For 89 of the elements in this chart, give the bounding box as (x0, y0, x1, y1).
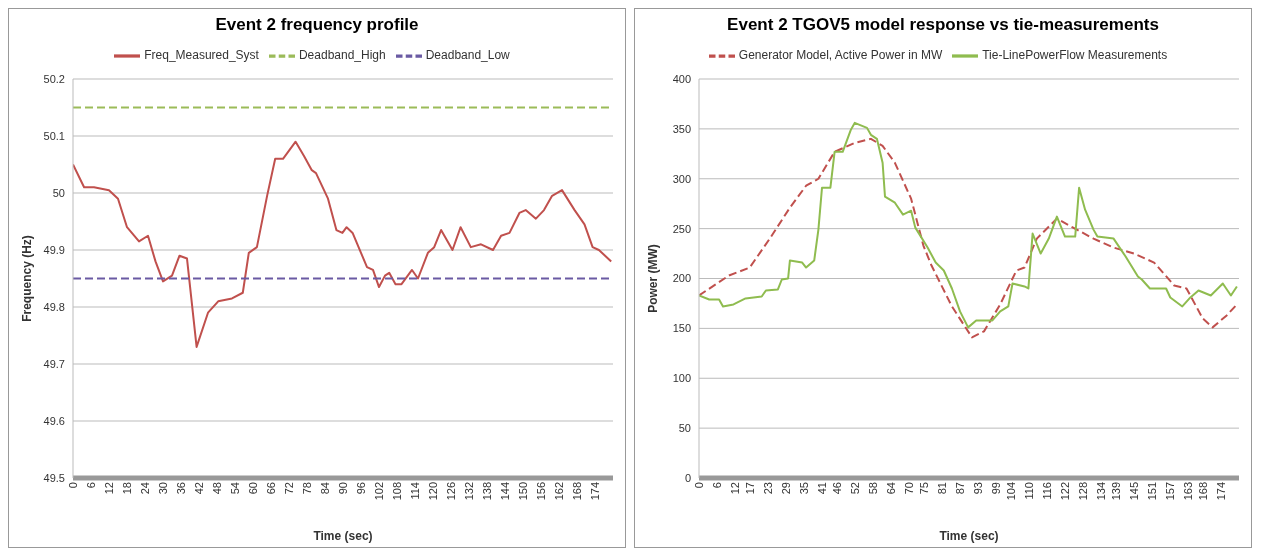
y-tick-label: 49.7 (43, 357, 65, 370)
x-tick-label: 58 (866, 482, 879, 495)
y-tick-label: 150 (672, 322, 691, 335)
y-tick-label: 350 (672, 122, 691, 135)
x-tick-label: 93 (971, 482, 984, 495)
legend-label: Deadband_Low (425, 48, 510, 63)
x-axis-title: Time (sec) (313, 529, 373, 543)
y-axis-title: Power (MW) (646, 244, 661, 313)
x-tick-label: 96 (354, 482, 367, 495)
x-tick-label: 162 (552, 482, 565, 501)
x-tick-label: 174 (1214, 482, 1227, 501)
legend-label: Generator Model, Active Power in MW (738, 48, 943, 63)
x-tick-label: 99 (989, 482, 1002, 495)
x-tick-label: 102 (372, 482, 385, 501)
x-tick-label: 72 (282, 482, 295, 495)
x-tick-label: 163 (1181, 482, 1194, 501)
x-tick-label: 168 (570, 482, 583, 501)
x-tick-label: 70 (902, 482, 915, 495)
x-tick-label: 134 (1094, 482, 1107, 501)
y-tick-label: 50 (52, 186, 65, 199)
legend-label: Freq_Measured_Syst (144, 48, 259, 63)
y-tick-label: 250 (672, 222, 691, 235)
x-tick-label: 12 (728, 482, 741, 495)
x-tick-label: 144 (498, 482, 511, 501)
y-tick-label: 49.8 (43, 300, 65, 313)
x-tick-label: 0 (66, 482, 79, 489)
x-tick-label: 128 (1076, 482, 1089, 501)
x-axis-title: Time (sec) (939, 529, 999, 543)
x-tick-label: 174 (588, 482, 601, 501)
x-tick-label: 52 (848, 482, 861, 495)
chart-title: Event 2 frequency profile (214, 15, 420, 36)
legend-label: Tie-LinePowerFlow Measurements (982, 48, 1168, 63)
x-tick-label: 0 (692, 482, 705, 489)
x-tick-label: 150 (516, 482, 529, 501)
x-tick-label: 12 (102, 482, 115, 495)
x-tick-label: 145 (1127, 482, 1140, 501)
x-tick-label: 41 (815, 482, 828, 495)
x-tick-label: 126 (444, 482, 457, 501)
x-tick-label: 18 (120, 482, 133, 495)
x-tick-label: 64 (884, 482, 897, 495)
x-tick-label: 29 (779, 482, 792, 495)
x-tick-label: 87 (953, 482, 966, 495)
y-tick-label: 300 (672, 172, 691, 185)
x-tick-label: 36 (174, 482, 187, 495)
y-tick-label: 200 (672, 272, 691, 285)
x-tick-label: 48 (210, 482, 223, 495)
x-tick-label: 120 (426, 482, 439, 501)
x-tick-label: 75 (917, 482, 930, 495)
line-series (73, 140, 613, 348)
x-tick-label: 46 (830, 482, 843, 495)
x-tick-label: 90 (336, 482, 349, 495)
x-tick-label: 78 (300, 482, 313, 495)
x-tick-label: 81 (935, 482, 948, 495)
x-tick-label: 42 (192, 482, 205, 495)
y-tick-label: 100 (672, 372, 691, 385)
y-tick-label: 49.6 (43, 414, 65, 427)
y-tick-label: 400 (672, 72, 691, 85)
chart-title: Event 2 TGOV5 model response vs tie-measurements (726, 15, 1160, 36)
y-axis-title: Frequency (Hz) (20, 235, 35, 322)
x-tick-label: 122 (1058, 482, 1071, 501)
x-tick-label: 84 (318, 482, 331, 495)
x-tick-label: 138 (480, 482, 493, 501)
x-tick-label: 108 (390, 482, 403, 501)
x-tick-label: 132 (462, 482, 475, 501)
legend-label: Deadband_High (298, 48, 386, 63)
y-tick-label: 49.9 (43, 243, 65, 256)
x-tick-label: 6 (84, 482, 97, 489)
x-tick-label: 17 (743, 482, 756, 495)
x-tick-label: 116 (1040, 482, 1053, 500)
x-tick-label: 139 (1109, 482, 1122, 501)
x-tick-label: 66 (264, 482, 277, 495)
x-tick-label: 156 (534, 482, 547, 501)
y-tick-label: 50.1 (43, 129, 65, 142)
x-tick-label: 168 (1196, 482, 1209, 501)
x-tick-label: 60 (246, 482, 259, 495)
x-tick-label: 35 (797, 482, 810, 495)
x-tick-label: 114 (408, 482, 421, 500)
x-tick-label: 6 (710, 482, 723, 489)
y-tick-label: 50 (678, 422, 691, 435)
x-tick-label: 110 (1022, 482, 1035, 500)
x-tick-label: 54 (228, 482, 241, 495)
x-tick-label: 157 (1163, 482, 1176, 501)
x-tick-label: 151 (1145, 482, 1158, 501)
x-tick-label: 23 (761, 482, 774, 495)
y-tick-label: 50.2 (43, 72, 65, 85)
x-tick-label: 24 (138, 482, 151, 495)
x-tick-label: 104 (1004, 482, 1017, 501)
y-tick-label: 49.5 (43, 471, 65, 484)
x-tick-label: 30 (156, 482, 169, 495)
